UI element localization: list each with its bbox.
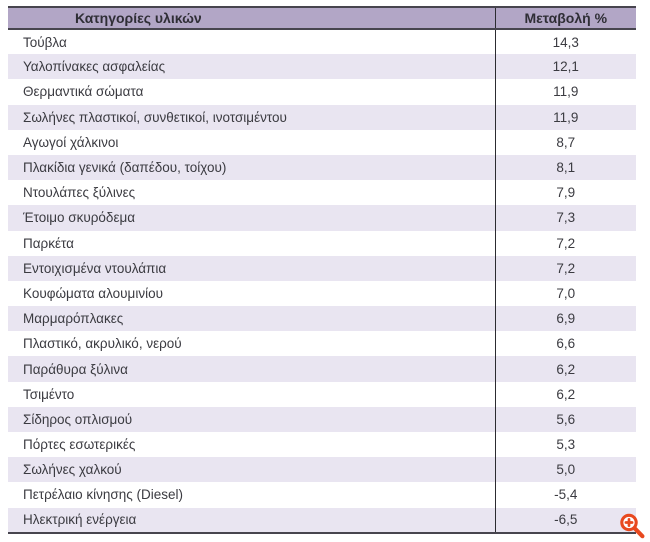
material-category-cell: Εντοιχισμένα ντουλάπια [8,255,495,281]
change-value-cell: 7,2 [494,230,636,256]
zoom-in-button[interactable] [617,511,647,541]
material-category-cell: Σωλήνες πλαστικοί, συνθετικοί, ινοτσιμέν… [8,104,495,130]
material-category-cell: Έτοιμο σκυρόδεμα [8,205,495,231]
materials-change-table: Κατηγορίες υλικών Μεταβολή % Τούβλα 14,3 … [8,6,636,534]
material-category-cell: Ντουλάπες ξύλινες [8,180,495,206]
material-category-cell: Θερμαντικά σώματα [8,79,495,105]
change-value-cell: 6,2 [494,381,636,407]
material-category-cell: Αγωγοί χάλκινοι [8,129,495,155]
table-row: Παράθυρα ξύλινα 6,2 [8,356,636,382]
table-row: Αγωγοί χάλκινοι 8,7 [8,129,636,155]
change-value-cell: 8,1 [494,154,636,181]
material-category-cell: Πόρτες εσωτερικές [8,432,495,458]
table-row: Πλακίδια γενικά (δαπέδου, τοίχου) 8,1 [8,154,636,181]
table-row: Θερμαντικά σώματα 11,9 [8,79,636,105]
table-row: Έτοιμο σκυρόδεμα 7,3 [8,205,636,231]
material-category-cell: Πετρέλαιο κίνησης (Diesel) [8,482,495,508]
category-column-header: Κατηγορίες υλικών [8,7,495,30]
material-category-cell: Σωλήνες χαλκού [8,457,495,483]
change-value-cell: 7,0 [494,280,636,307]
change-value-cell: -5,4 [494,482,636,508]
table-row: Πόρτες εσωτερικές 5,3 [8,432,636,458]
table-row: Ηλεκτρική ενέργεια -6,5 [8,507,636,533]
change-value-cell: 6,2 [494,356,636,382]
table-row: Σωλήνες πλαστικοί, συνθετικοί, ινοτσιμέν… [8,104,636,130]
table-row: Υαλοπίνακες ασφαλείας 12,1 [8,54,636,80]
change-value-cell: 5,0 [494,457,636,483]
table-row: Εντοιχισμένα ντουλάπια 7,2 [8,255,636,281]
change-value-cell: 14,3 [494,29,636,55]
table-row: Πετρέλαιο κίνησης (Diesel) -5,4 [8,482,636,508]
change-value-cell: 11,9 [494,104,636,130]
material-category-cell: Ηλεκτρική ενέργεια [8,507,495,533]
table-row: Σωλήνες χαλκού 5,0 [8,457,636,483]
change-value-cell: 5,3 [494,432,636,458]
change-value-cell: 6,9 [494,306,636,332]
table-row: Μαρμαρόπλακες 6,9 [8,306,636,332]
change-value-cell: 7,2 [494,255,636,281]
table-row: Σίδηρος οπλισμού 5,6 [8,406,636,432]
material-category-cell: Κουφώματα αλουμινίου [8,280,495,307]
change-value-cell: -6,5 [494,507,636,533]
change-column-header: Μεταβολή % [494,7,636,30]
zoom-in-magnifier-icon [617,511,647,541]
material-category-cell: Παράθυρα ξύλινα [8,356,495,382]
material-category-cell: Πλακίδια γενικά (δαπέδου, τοίχου) [8,154,495,181]
change-value-cell: 7,9 [494,180,636,206]
change-value-cell: 6,6 [494,331,636,357]
change-value-cell: 11,9 [494,79,636,105]
material-category-cell: Υαλοπίνακες ασφαλείας [8,54,495,80]
change-value-cell: 12,1 [494,54,636,80]
material-category-cell: Τσιμέντο [8,381,495,407]
change-value-cell: 8,7 [494,129,636,155]
material-category-cell: Μαρμαρόπλακες [8,306,495,332]
table-row: Πλαστικό, ακρυλικό, νερού 6,6 [8,331,636,357]
material-category-cell: Τούβλα [8,29,495,55]
table-row: Ντουλάπες ξύλινες 7,9 [8,180,636,206]
table-header-row: Κατηγορίες υλικών Μεταβολή % [8,7,636,30]
material-category-cell: Παρκέτα [8,230,495,256]
change-value-cell: 5,6 [494,406,636,432]
change-value-cell: 7,3 [494,205,636,231]
table-row: Τούβλα 14,3 [8,29,636,55]
table-row: Κουφώματα αλουμινίου 7,0 [8,280,636,307]
material-category-cell: Πλαστικό, ακρυλικό, νερού [8,331,495,357]
table-row: Παρκέτα 7,2 [8,230,636,256]
table-row: Τσιμέντο 6,2 [8,381,636,407]
material-category-cell: Σίδηρος οπλισμού [8,406,495,432]
